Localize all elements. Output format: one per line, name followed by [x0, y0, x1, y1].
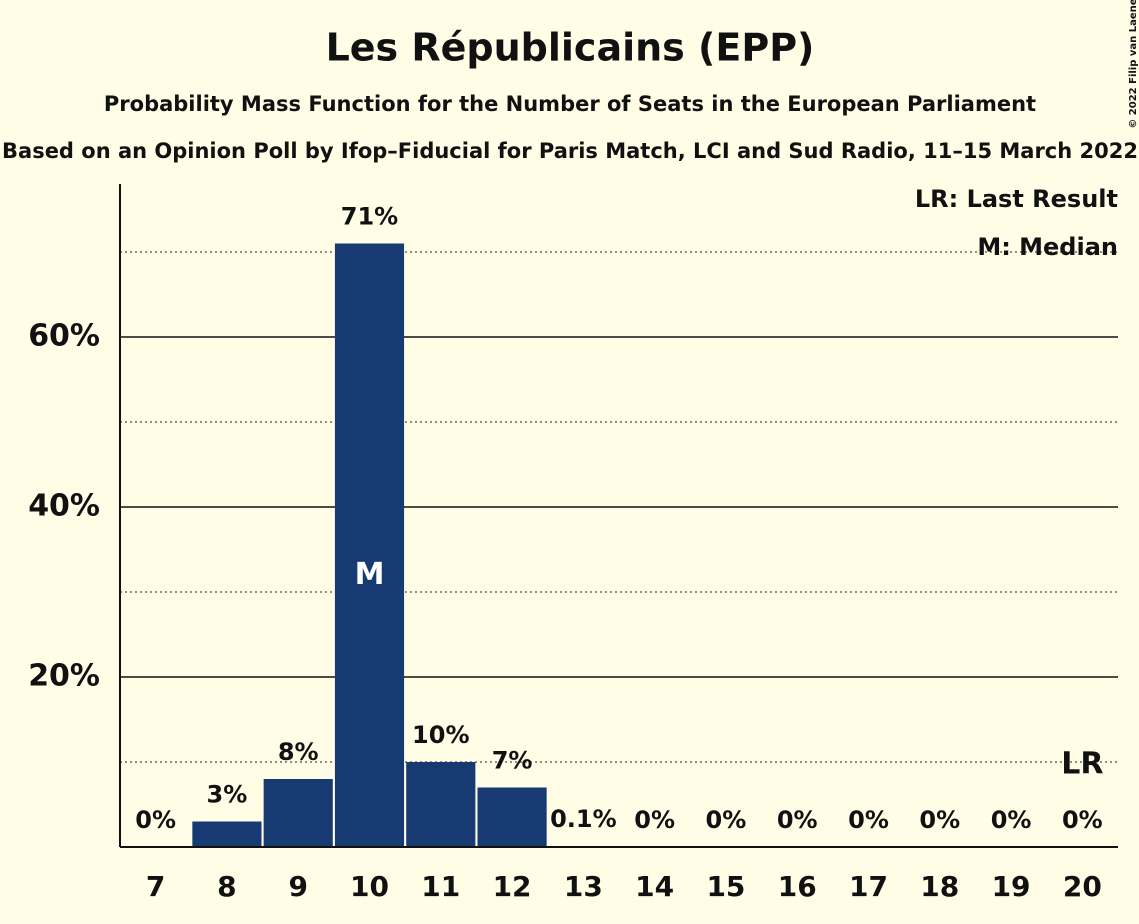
x-tick-label: 12 [493, 870, 532, 903]
copyright: © 2022 Filip van Laenen [1128, 0, 1139, 129]
value-label: 0% [1062, 806, 1103, 834]
value-label: 3% [207, 781, 248, 809]
value-label: 71% [341, 203, 398, 231]
x-tick-label: 11 [421, 870, 460, 903]
value-label: 0% [919, 806, 960, 834]
bar [334, 243, 405, 847]
x-tick-label: 7 [146, 870, 165, 903]
value-label: 0% [777, 806, 818, 834]
y-tick-label: 60% [28, 319, 100, 354]
bar [263, 779, 333, 847]
value-label: 7% [492, 747, 533, 775]
x-tick-label: 20 [1063, 870, 1102, 903]
x-tick-label: 13 [564, 870, 603, 903]
x-tick-label: 19 [992, 870, 1031, 903]
value-label: 8% [278, 738, 319, 766]
value-label: 10% [412, 721, 469, 749]
x-tick-label: 9 [288, 870, 307, 903]
x-tick-label: 18 [920, 870, 959, 903]
x-tick-label: 14 [635, 870, 674, 903]
bar [406, 762, 476, 847]
median-marker: M [355, 557, 385, 592]
legend-entry: LR: Last Result [915, 185, 1118, 213]
x-tick-label: 8 [217, 870, 236, 903]
x-tick-label: 17 [849, 870, 888, 903]
last-result-marker: LR [1061, 747, 1103, 782]
value-label: 0% [634, 806, 675, 834]
x-tick-label: 15 [706, 870, 745, 903]
chart-source: Based on an Opinion Poll by Ifop–Fiducia… [2, 139, 1138, 163]
value-label: 0% [848, 806, 889, 834]
bar [477, 787, 547, 847]
x-tick-label: 10 [350, 870, 389, 903]
bar [192, 821, 262, 847]
value-label: 0% [991, 806, 1032, 834]
value-label: 0% [706, 806, 747, 834]
chart-subtitle: Probability Mass Function for the Number… [104, 92, 1036, 116]
y-tick-label: 40% [28, 489, 100, 524]
value-label: 0.1% [550, 805, 617, 833]
legend-entry: M: Median [977, 233, 1118, 261]
chart-title: Les Républicains (EPP) [326, 26, 815, 70]
x-tick-label: 16 [778, 870, 817, 903]
y-tick-label: 20% [28, 659, 100, 694]
value-label: 0% [135, 806, 176, 834]
